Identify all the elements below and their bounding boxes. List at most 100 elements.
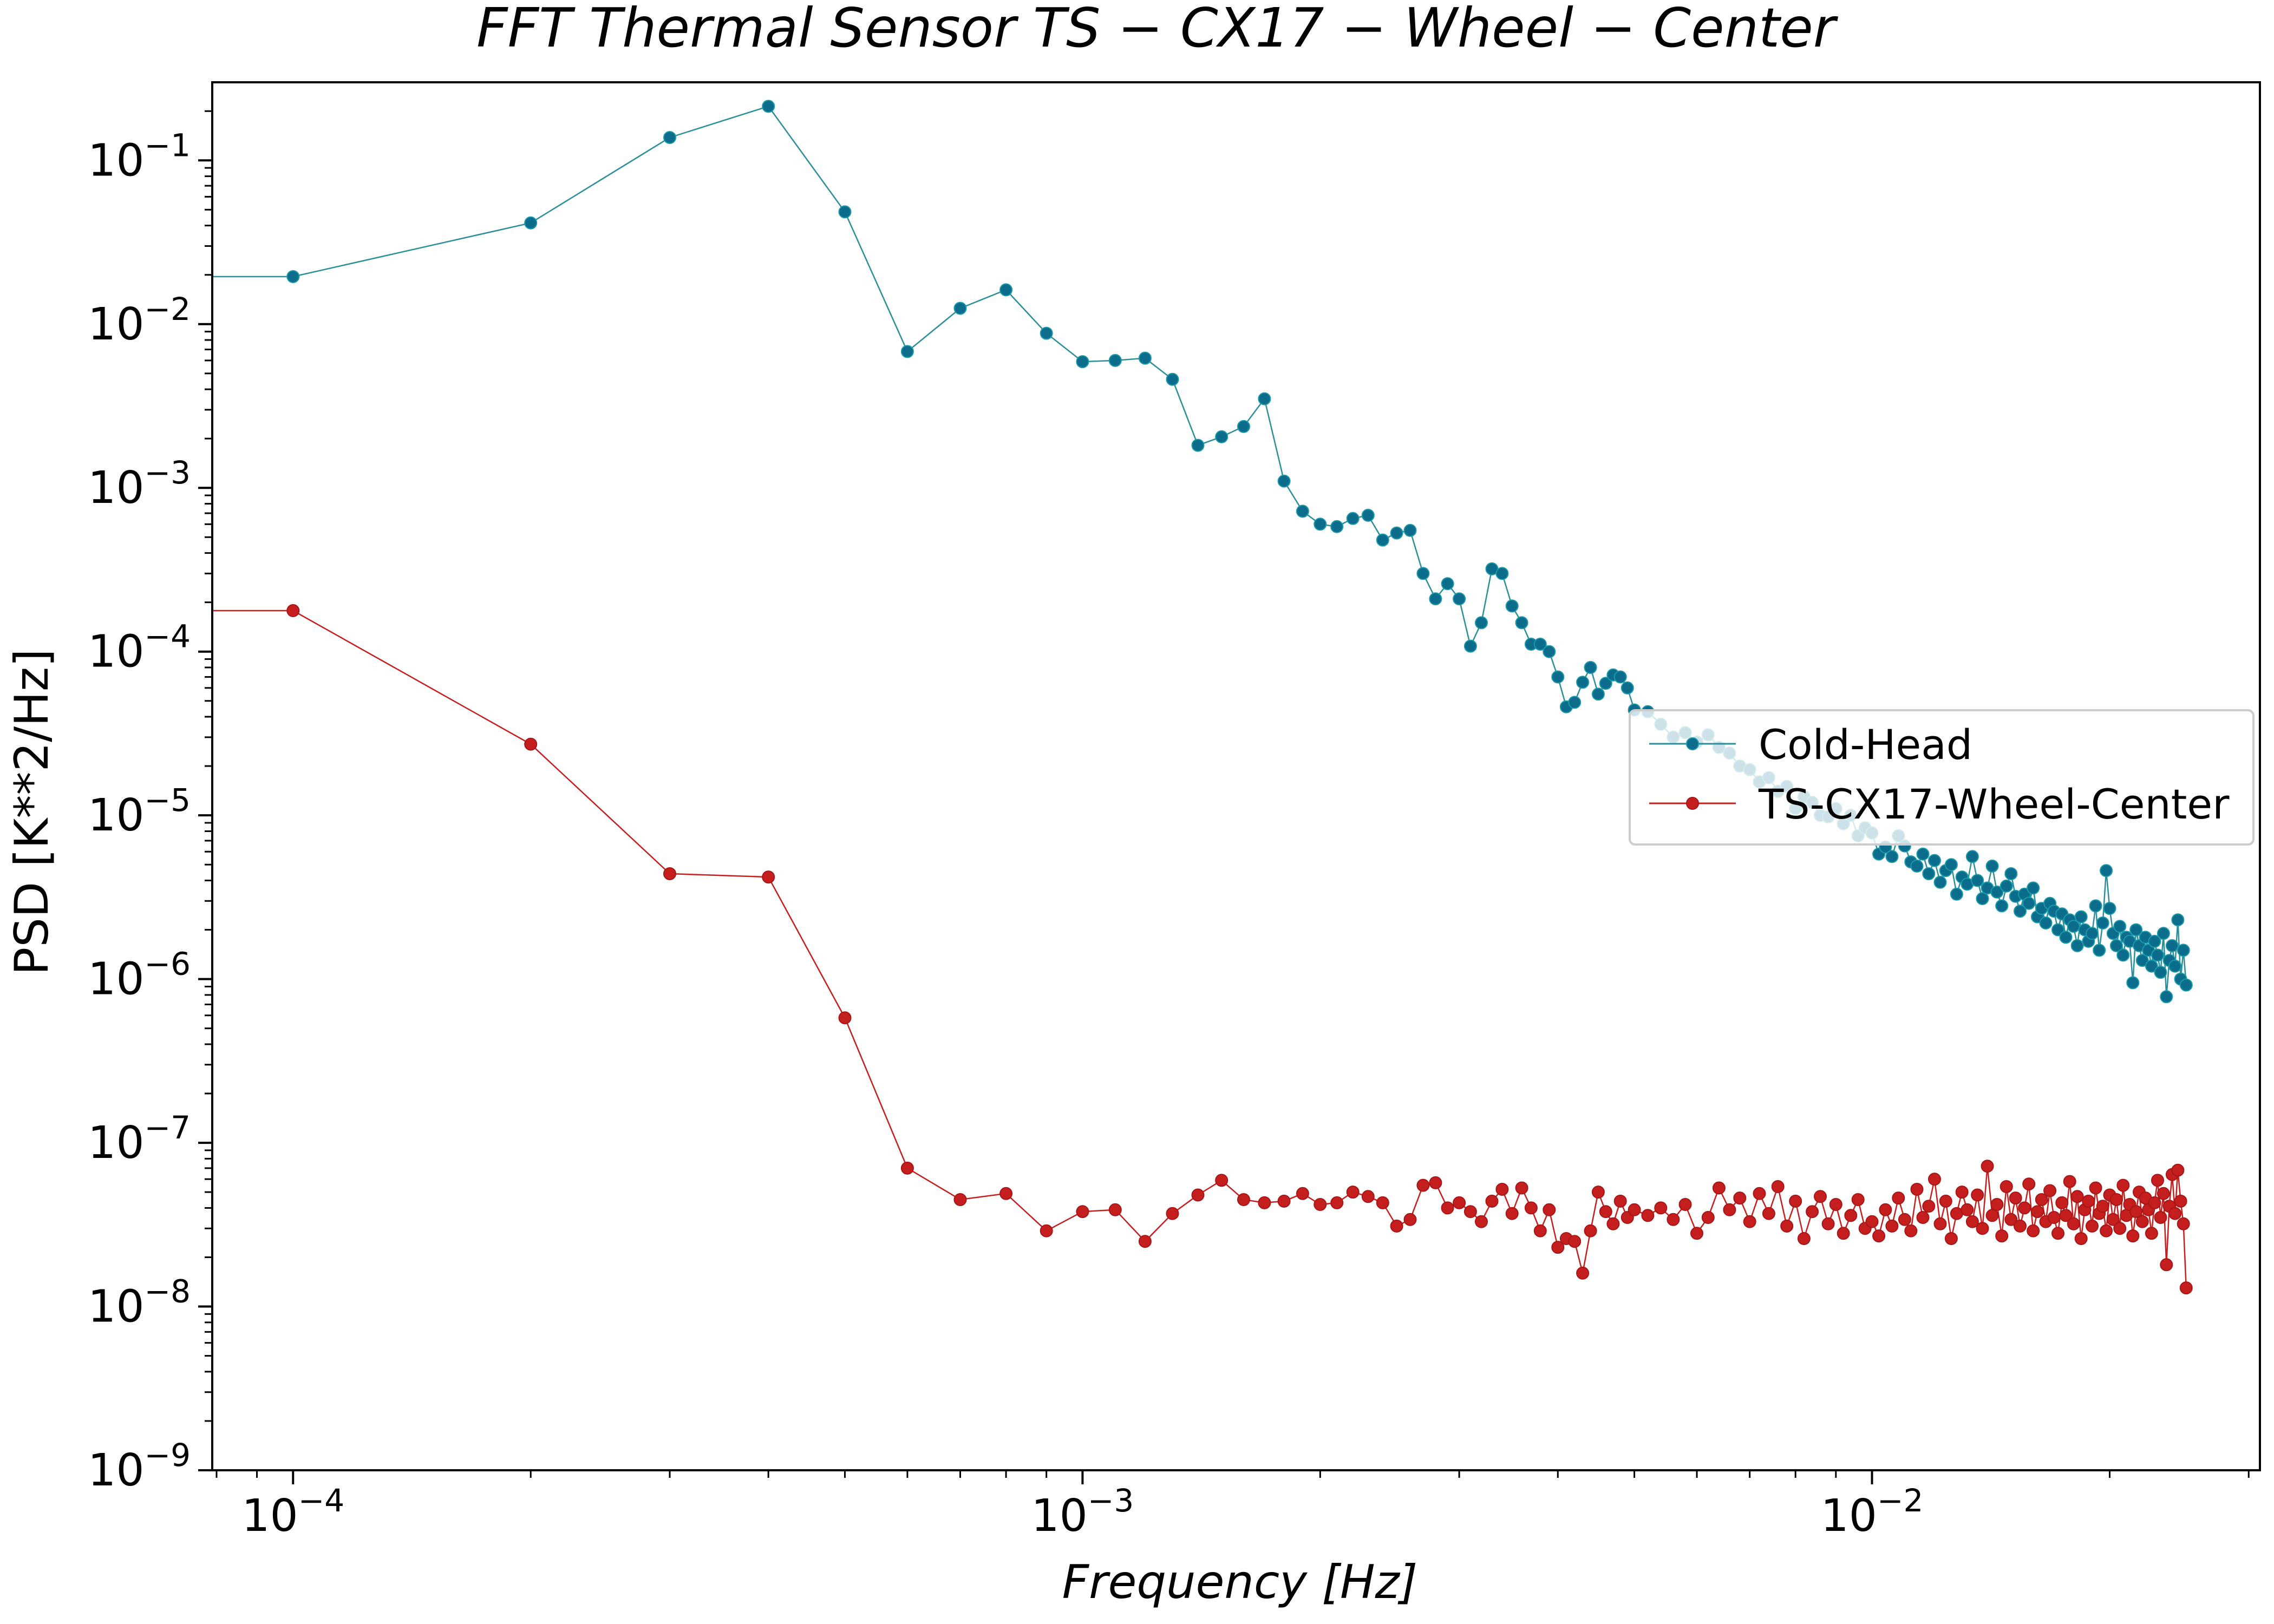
point-cold-head bbox=[2103, 902, 2116, 915]
point-cold-head bbox=[2089, 899, 2102, 913]
point-ts-cx17-wheel-center bbox=[2177, 1217, 2190, 1230]
point-ts-cx17-wheel-center bbox=[1441, 1201, 1454, 1215]
point-cold-head bbox=[1258, 392, 1271, 405]
point-cold-head bbox=[1950, 887, 1963, 901]
y-tick-label: 10−1 bbox=[88, 127, 191, 186]
point-ts-cx17-wheel-center bbox=[1733, 1191, 1747, 1205]
point-ts-cx17-wheel-center bbox=[2035, 1193, 2048, 1206]
point-ts-cx17-wheel-center bbox=[2027, 1224, 2040, 1237]
point-ts-cx17-wheel-center bbox=[524, 737, 538, 751]
point-ts-cx17-wheel-center bbox=[1985, 1209, 1999, 1222]
point-ts-cx17-wheel-center bbox=[1910, 1183, 1924, 1196]
point-ts-cx17-wheel-center bbox=[1762, 1207, 1775, 1220]
legend-label-cold-head: Cold-Head bbox=[1759, 721, 1972, 769]
point-ts-cx17-wheel-center bbox=[1277, 1194, 1291, 1208]
point-cold-head bbox=[1551, 670, 1565, 684]
point-ts-cx17-wheel-center bbox=[1296, 1187, 1309, 1200]
point-ts-cx17-wheel-center bbox=[2055, 1196, 2069, 1209]
point-ts-cx17-wheel-center bbox=[1797, 1232, 1811, 1245]
point-ts-cx17-wheel-center bbox=[1885, 1219, 1899, 1233]
point-ts-cx17-wheel-center bbox=[1591, 1186, 1605, 1199]
point-cold-head bbox=[2039, 916, 2053, 929]
point-ts-cx17-wheel-center bbox=[1314, 1198, 1327, 1211]
point-ts-cx17-wheel-center bbox=[2160, 1258, 2173, 1272]
point-cold-head bbox=[1933, 875, 1947, 889]
point-ts-cx17-wheel-center bbox=[2113, 1222, 2127, 1235]
point-ts-cx17-wheel-center bbox=[1976, 1222, 1989, 1235]
point-ts-cx17-wheel-center bbox=[2031, 1205, 2044, 1219]
point-ts-cx17-wheel-center bbox=[1712, 1181, 1726, 1195]
point-cold-head bbox=[2074, 910, 2088, 924]
point-cold-head bbox=[1330, 520, 1344, 533]
point-ts-cx17-wheel-center bbox=[1654, 1201, 1668, 1215]
point-ts-cx17-wheel-center bbox=[1789, 1194, 1802, 1208]
point-cold-head bbox=[2154, 966, 2167, 979]
point-ts-cx17-wheel-center bbox=[1485, 1194, 1499, 1208]
point-ts-cx17-wheel-center bbox=[2135, 1215, 2149, 1228]
point-cold-head bbox=[1990, 885, 2004, 899]
point-ts-cx17-wheel-center bbox=[1837, 1227, 1850, 1240]
point-ts-cx17-wheel-center bbox=[900, 1161, 914, 1175]
point-cold-head bbox=[1584, 661, 1597, 674]
point-cold-head bbox=[1591, 687, 1605, 701]
point-ts-cx17-wheel-center bbox=[1524, 1201, 1538, 1215]
point-ts-cx17-wheel-center bbox=[1872, 1229, 1886, 1243]
point-cold-head bbox=[2014, 905, 2027, 918]
point-ts-cx17-wheel-center bbox=[1215, 1174, 1229, 1187]
point-ts-cx17-wheel-center bbox=[1690, 1227, 1703, 1240]
point-ts-cx17-wheel-center bbox=[1851, 1193, 1865, 1206]
point-cold-head bbox=[2022, 896, 2036, 910]
point-ts-cx17-wheel-center bbox=[1723, 1203, 1736, 1216]
point-cold-head bbox=[900, 345, 914, 358]
point-ts-cx17-wheel-center bbox=[2051, 1227, 2064, 1240]
point-cold-head bbox=[2168, 959, 2182, 973]
y-tick-label: 10−4 bbox=[88, 618, 191, 678]
point-cold-head bbox=[1346, 512, 1360, 525]
point-ts-cx17-wheel-center bbox=[1258, 1196, 1271, 1209]
point-ts-cx17-wheel-center bbox=[953, 1193, 967, 1206]
point-ts-cx17-wheel-center bbox=[1965, 1215, 1979, 1228]
point-ts-cx17-wheel-center bbox=[1390, 1219, 1403, 1233]
point-cold-head bbox=[2151, 948, 2164, 962]
point-cold-head bbox=[286, 270, 300, 283]
point-cold-head bbox=[1971, 874, 1984, 887]
point-ts-cx17-wheel-center bbox=[1999, 1180, 2013, 1193]
point-ts-cx17-wheel-center bbox=[1829, 1198, 1842, 1211]
point-ts-cx17-wheel-center bbox=[2151, 1174, 2164, 1187]
y-tick-label: 10−8 bbox=[88, 1273, 191, 1333]
y-axis-label: PSD [K**2/Hz] bbox=[5, 649, 59, 975]
legend-marker-ts-cx17-wheel-center bbox=[1686, 797, 1699, 810]
point-ts-cx17-wheel-center bbox=[1892, 1191, 1905, 1205]
point-cold-head bbox=[1040, 326, 1053, 340]
point-cold-head bbox=[524, 216, 538, 230]
point-ts-cx17-wheel-center bbox=[1995, 1229, 2009, 1243]
x-axis-label: Frequency [Hz] bbox=[1062, 1555, 1418, 1609]
point-cold-head bbox=[1361, 508, 1375, 522]
point-ts-cx17-wheel-center bbox=[1416, 1178, 1430, 1192]
point-cold-head bbox=[1613, 670, 1627, 684]
point-ts-cx17-wheel-center bbox=[1922, 1200, 1936, 1213]
y-tick-label: 10−6 bbox=[88, 946, 191, 1005]
point-cold-head bbox=[1475, 616, 1488, 630]
point-ts-cx17-wheel-center bbox=[1076, 1205, 1089, 1219]
point-ts-cx17-wheel-center bbox=[1814, 1190, 1827, 1203]
point-ts-cx17-wheel-center bbox=[2009, 1191, 2022, 1205]
point-cold-head bbox=[1108, 353, 1122, 367]
legend-box bbox=[1629, 709, 2255, 846]
point-ts-cx17-wheel-center bbox=[1429, 1176, 1442, 1189]
point-ts-cx17-wheel-center bbox=[2116, 1178, 2130, 1192]
point-cold-head bbox=[1999, 879, 2013, 893]
point-ts-cx17-wheel-center bbox=[1939, 1194, 1952, 1208]
point-ts-cx17-wheel-center bbox=[1463, 1205, 1477, 1219]
legend-marker-cold-head bbox=[1686, 737, 1699, 750]
point-ts-cx17-wheel-center bbox=[2067, 1217, 2080, 1230]
point-cold-head bbox=[1944, 858, 1958, 872]
point-cold-head bbox=[1463, 639, 1477, 653]
point-cold-head bbox=[1620, 681, 1634, 695]
point-ts-cx17-wheel-center bbox=[663, 867, 676, 880]
point-ts-cx17-wheel-center bbox=[1628, 1203, 1641, 1216]
point-ts-cx17-wheel-center bbox=[1641, 1209, 1655, 1222]
point-cold-head bbox=[2116, 948, 2130, 962]
point-cold-head bbox=[2096, 916, 2109, 929]
